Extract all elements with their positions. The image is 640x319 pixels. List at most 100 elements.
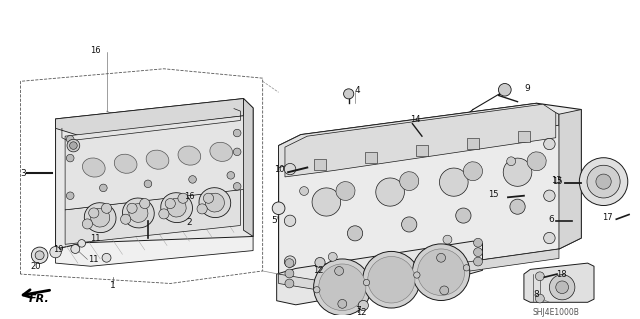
Circle shape <box>363 251 420 308</box>
Circle shape <box>234 129 241 137</box>
Circle shape <box>31 247 48 263</box>
Ellipse shape <box>161 193 193 223</box>
Circle shape <box>328 252 337 261</box>
Circle shape <box>165 198 175 209</box>
Circle shape <box>178 193 188 203</box>
Circle shape <box>474 248 483 256</box>
Circle shape <box>83 219 93 229</box>
Text: 7: 7 <box>355 306 361 315</box>
Circle shape <box>315 257 325 268</box>
Circle shape <box>189 176 196 183</box>
Text: FR.: FR. <box>29 294 50 304</box>
Circle shape <box>344 89 354 99</box>
Text: 13: 13 <box>552 176 562 185</box>
Text: SHJ4E1000B: SHJ4E1000B <box>532 308 579 317</box>
Circle shape <box>543 232 555 244</box>
Circle shape <box>443 235 452 244</box>
Ellipse shape <box>178 146 201 165</box>
Text: 20: 20 <box>30 262 40 271</box>
Circle shape <box>440 286 449 295</box>
Circle shape <box>89 208 99 218</box>
Circle shape <box>300 187 308 196</box>
Circle shape <box>549 275 575 300</box>
Polygon shape <box>65 189 241 244</box>
Circle shape <box>285 279 294 288</box>
Ellipse shape <box>312 188 340 216</box>
Text: 15: 15 <box>552 177 562 186</box>
Ellipse shape <box>440 168 468 196</box>
Circle shape <box>71 245 80 253</box>
Polygon shape <box>524 263 594 302</box>
Polygon shape <box>56 99 253 249</box>
Circle shape <box>284 215 296 226</box>
Ellipse shape <box>84 203 116 233</box>
Polygon shape <box>518 131 531 142</box>
Circle shape <box>234 182 241 190</box>
Ellipse shape <box>167 198 186 217</box>
Polygon shape <box>314 159 326 170</box>
Circle shape <box>596 174 611 189</box>
Text: 10: 10 <box>275 165 285 174</box>
Ellipse shape <box>122 198 154 228</box>
Circle shape <box>272 202 285 215</box>
Circle shape <box>140 198 150 209</box>
Text: 4: 4 <box>355 86 361 95</box>
Polygon shape <box>559 109 581 249</box>
Ellipse shape <box>115 154 137 173</box>
Text: 8: 8 <box>534 290 540 299</box>
Circle shape <box>78 240 86 247</box>
Circle shape <box>417 249 465 295</box>
Circle shape <box>412 244 470 300</box>
Circle shape <box>587 165 620 198</box>
Circle shape <box>319 264 366 310</box>
Circle shape <box>338 300 347 308</box>
Circle shape <box>50 247 61 258</box>
Polygon shape <box>278 103 581 282</box>
Circle shape <box>284 163 296 175</box>
Circle shape <box>101 203 111 213</box>
Circle shape <box>579 158 628 205</box>
Ellipse shape <box>463 162 483 181</box>
Circle shape <box>67 136 74 143</box>
Polygon shape <box>278 103 559 167</box>
Circle shape <box>159 209 169 219</box>
Circle shape <box>285 269 294 278</box>
Circle shape <box>436 253 445 262</box>
Circle shape <box>35 251 44 260</box>
Polygon shape <box>56 230 253 266</box>
Circle shape <box>144 180 152 188</box>
Text: 15: 15 <box>488 190 499 199</box>
Ellipse shape <box>399 172 419 190</box>
Circle shape <box>507 157 516 166</box>
Polygon shape <box>365 152 378 163</box>
Circle shape <box>463 265 470 271</box>
Circle shape <box>102 253 111 262</box>
Circle shape <box>335 267 344 275</box>
Ellipse shape <box>129 204 148 222</box>
Ellipse shape <box>503 158 532 186</box>
Circle shape <box>413 272 420 278</box>
Circle shape <box>474 257 483 266</box>
Circle shape <box>120 214 131 224</box>
Text: 9: 9 <box>524 84 530 93</box>
Polygon shape <box>467 138 479 149</box>
Text: 12: 12 <box>314 266 324 275</box>
Text: 1: 1 <box>110 280 116 290</box>
Circle shape <box>284 256 296 267</box>
Text: 2: 2 <box>186 218 192 227</box>
Text: 11: 11 <box>88 256 99 264</box>
Text: 14: 14 <box>410 115 421 124</box>
Circle shape <box>67 139 80 152</box>
Polygon shape <box>285 104 556 177</box>
Circle shape <box>556 281 568 293</box>
Circle shape <box>234 148 241 156</box>
Text: 17: 17 <box>602 213 613 222</box>
Polygon shape <box>278 249 559 291</box>
Polygon shape <box>244 99 253 236</box>
Text: 16: 16 <box>90 46 101 56</box>
Text: 18: 18 <box>556 270 566 278</box>
Ellipse shape <box>199 188 231 218</box>
Ellipse shape <box>336 182 355 200</box>
Circle shape <box>499 84 511 96</box>
Circle shape <box>314 286 320 293</box>
